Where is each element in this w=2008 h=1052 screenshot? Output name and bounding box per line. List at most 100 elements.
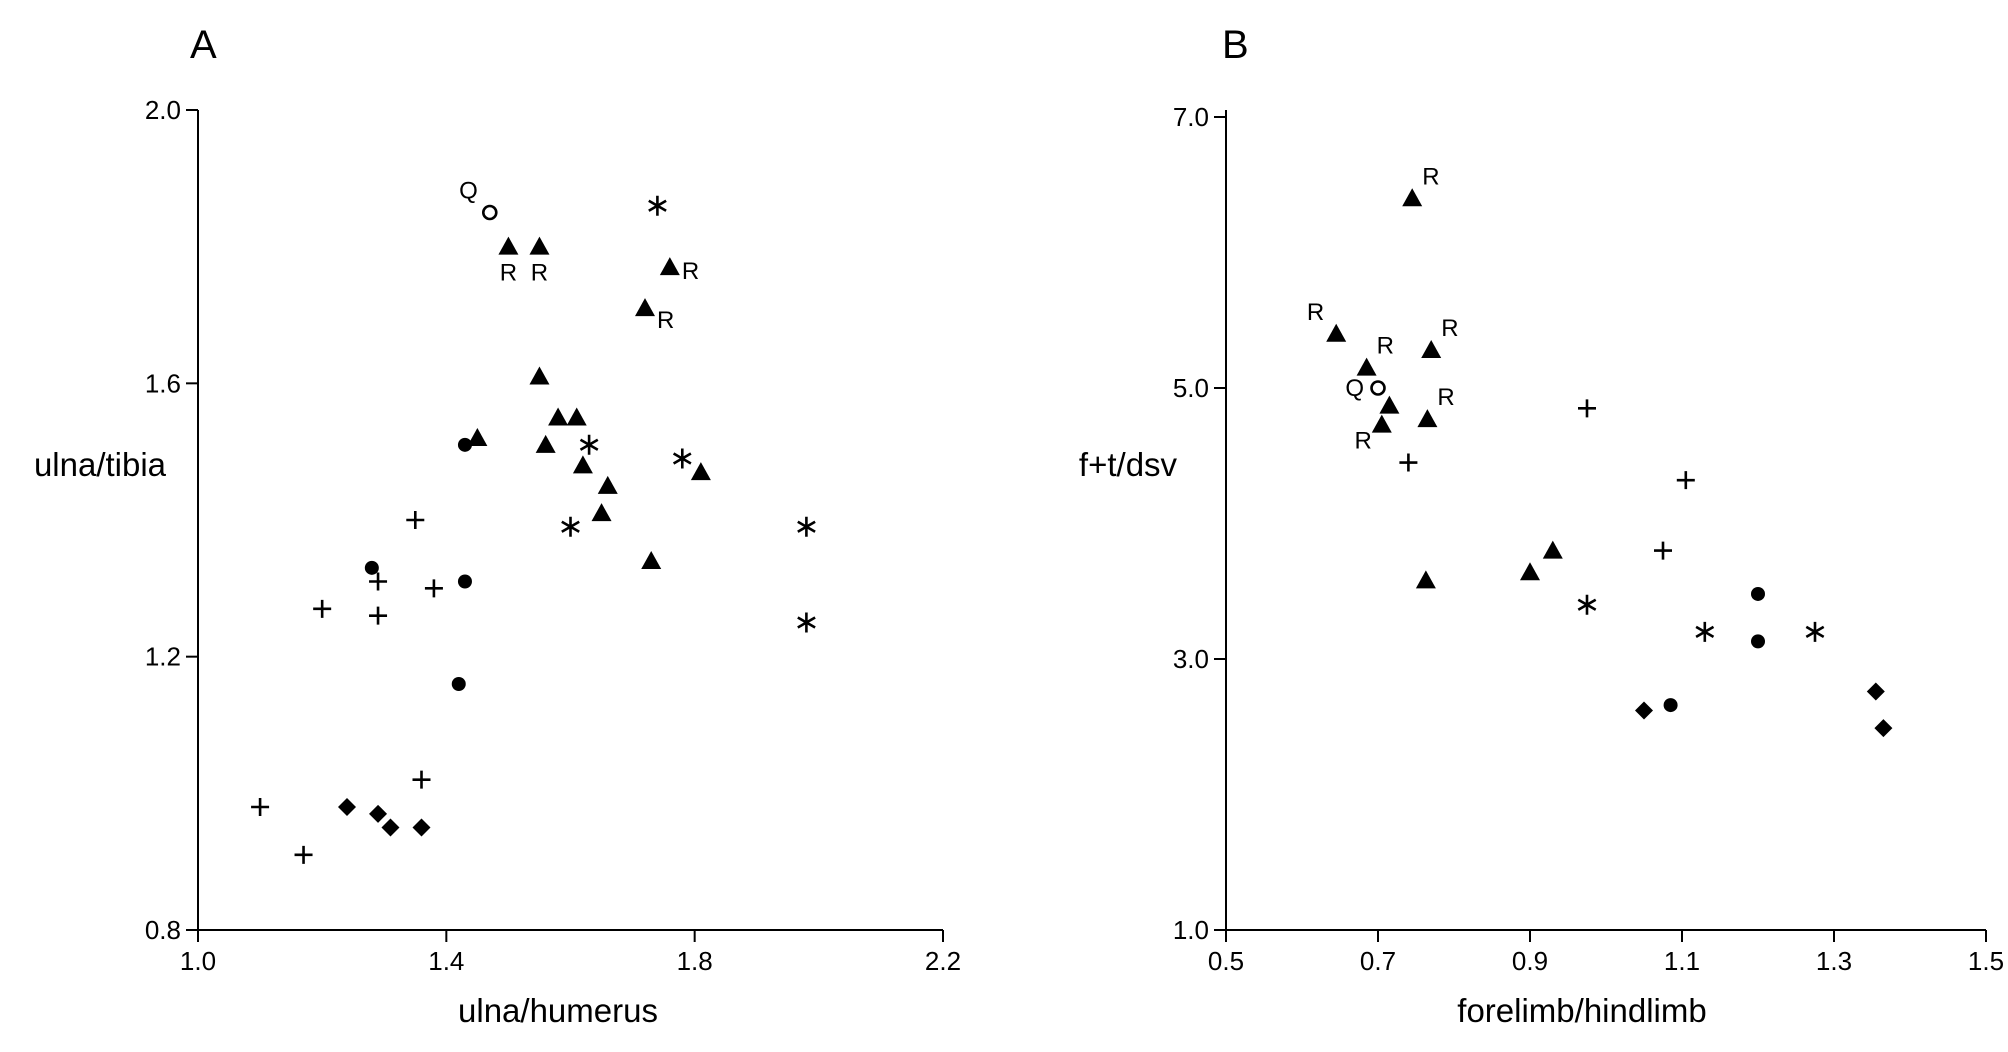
x-tick-label: 1.1	[1664, 946, 1700, 976]
point-a-29-plus	[369, 606, 388, 625]
point-a-9-triangle	[535, 434, 556, 453]
y-tick-label: 1.2	[145, 642, 181, 672]
panel-label-b: B	[1222, 23, 1249, 67]
point-b-16-asterisk	[1695, 621, 1715, 642]
point-a-4-triangle	[635, 298, 655, 317]
point-a-24-circle	[451, 677, 466, 691]
panel-label-a: A	[190, 23, 217, 67]
point-a-22-circle	[364, 560, 379, 575]
point-a-18-asterisk	[561, 516, 580, 537]
point-a-30-plus	[412, 770, 431, 789]
x-tick-label: 2.2	[925, 946, 961, 976]
x-tick-label: 1.8	[677, 946, 713, 976]
point-a-1-triangle	[498, 236, 519, 255]
point-a-34-diamond	[369, 804, 388, 823]
point-a-36-diamond	[412, 818, 431, 837]
x-tick-label: 1.0	[180, 946, 216, 976]
panel-b: B 0.5 0.7 0.9 1.1 1.3 1.51.03.05.07.0 RRRRRRQ…	[1079, 23, 2004, 1029]
y-tick-label: 2.0	[145, 95, 181, 125]
point-a-7-triangle	[566, 407, 587, 426]
point-b-18-circle	[1751, 586, 1765, 601]
x-axis-title-b: forelimb/hindlimb	[1457, 992, 1706, 1029]
point-label-b-10: Q	[1345, 375, 1364, 402]
point-a-5-triangle	[529, 366, 550, 385]
point-b-9-triangle	[1415, 570, 1436, 589]
point-a-6-triangle	[548, 407, 569, 426]
y-tick-label: 5.0	[1173, 373, 1209, 403]
point-a-28-plus	[313, 599, 332, 618]
point-a-33-diamond	[338, 798, 356, 816]
point-b-8-triangle	[1520, 562, 1540, 581]
point-b-12-plus	[1399, 453, 1418, 472]
x-tick-label: 0.5	[1208, 946, 1244, 976]
point-b-2-triangle	[1421, 340, 1442, 359]
tick-group-a: 1.0 1.4 1.8 2.2 0.8 1.2 1.6 2.0	[145, 95, 961, 976]
x-tick-label: 1.3	[1816, 946, 1852, 976]
point-a-11-triangle	[690, 462, 711, 481]
point-b-15-asterisk	[1577, 594, 1597, 615]
point-label-b-3: R	[1377, 333, 1394, 360]
point-a-10-triangle	[572, 455, 593, 474]
point-label-b-2: R	[1441, 315, 1458, 342]
y-tick-label: 3.0	[1173, 644, 1209, 674]
point-label-b-1: R	[1307, 299, 1324, 326]
point-b-5-triangle	[1417, 409, 1438, 428]
point-b-23-diamond	[1874, 719, 1893, 738]
x-tick-label: 0.7	[1360, 946, 1396, 976]
point-b-4-triangle	[1379, 395, 1400, 414]
point-b-14-plus	[1654, 541, 1672, 560]
point-a-25-plus	[406, 511, 425, 529]
point-b-1-triangle	[1326, 323, 1347, 342]
point-b-10-open-circle	[1370, 380, 1386, 396]
point-b-20-circle	[1663, 698, 1678, 713]
point-label-b-6: R	[1354, 428, 1371, 455]
point-a-26-plus	[369, 572, 388, 591]
point-b-6-triangle	[1371, 414, 1392, 433]
point-label-a-0: Q	[459, 178, 478, 205]
point-a-15-asterisk	[648, 195, 667, 216]
x-axis-title-a: ulna/humerus	[458, 992, 658, 1029]
point-a-13-triangle	[591, 503, 612, 522]
point-a-12-triangle	[597, 475, 618, 494]
y-tick-label: 1.6	[145, 368, 181, 398]
point-a-31-plus	[251, 798, 270, 816]
point-b-3-triangle	[1356, 357, 1377, 376]
point-a-8-triangle	[467, 428, 488, 446]
point-a-20-asterisk	[797, 612, 816, 633]
point-a-16-asterisk	[579, 434, 599, 455]
point-b-11-plus	[1578, 399, 1596, 418]
point-b-17-asterisk	[1805, 621, 1825, 642]
point-a-32-plus	[294, 845, 313, 864]
x-tick-label: 0.9	[1512, 946, 1548, 976]
point-label-b-0: R	[1422, 163, 1439, 190]
point-b-7-triangle	[1542, 540, 1563, 559]
y-axis-title-b: f+t/dsv	[1079, 446, 1178, 483]
x-tick-label: 1.5	[1968, 946, 2004, 976]
point-a-3-triangle	[659, 257, 680, 276]
point-a-0-open-circle	[481, 204, 498, 221]
panel-a: A 1.0 1.4 1.8 2.20.81.21.62.0 QR R RR ulna/hu…	[34, 23, 961, 1029]
point-label-b-5: R	[1437, 384, 1454, 411]
point-b-19-circle	[1751, 634, 1765, 649]
point-a-23-circle	[457, 574, 472, 589]
x-tick-label: 1.4	[428, 946, 464, 976]
point-a-2-triangle	[529, 236, 550, 255]
point-a-19-asterisk	[797, 516, 816, 537]
point-label-a-1: R	[500, 260, 517, 287]
point-b-21-diamond	[1635, 701, 1653, 720]
point-a-17-asterisk	[672, 448, 692, 469]
y-axis-title-a: ulna/tibia	[34, 446, 167, 483]
point-a-21-circle	[457, 437, 472, 452]
marker-group-a: QR R RR	[251, 178, 816, 864]
y-tick-label: 0.8	[145, 915, 181, 945]
point-b-13-plus	[1676, 471, 1695, 490]
point-a-35-diamond	[381, 818, 400, 837]
point-b-22-diamond	[1866, 682, 1885, 701]
point-a-14-triangle	[641, 551, 662, 569]
point-label-a-2: R	[531, 260, 548, 287]
y-tick-label: 1.0	[1173, 915, 1209, 945]
y-tick-label: 7.0	[1173, 102, 1209, 132]
point-b-0-triangle	[1402, 188, 1423, 207]
